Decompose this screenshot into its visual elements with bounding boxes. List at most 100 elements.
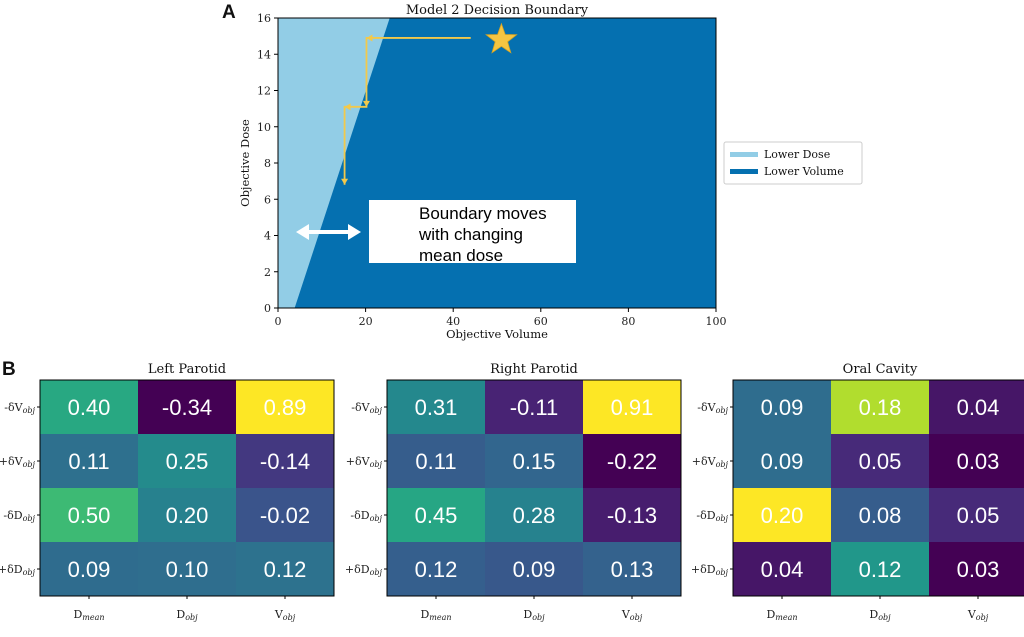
y-tick-label: 4	[264, 230, 271, 243]
heatmap-cell-value: 0.09	[761, 449, 804, 474]
annotation-line-3: mean dose	[419, 246, 503, 265]
heatmap-cell-value: 0.11	[68, 449, 109, 474]
legend-box	[723, 141, 863, 185]
col-label: Dobj	[176, 608, 198, 622]
row-label: -δDobj	[696, 509, 728, 523]
row-label: +δVobj	[346, 455, 383, 469]
col-label: Dmean	[73, 608, 104, 622]
y-axis-label: Objective Dose	[238, 119, 252, 207]
heatmap-cell	[929, 434, 1024, 488]
heatmap-cell-value: 0.09	[761, 395, 804, 420]
y-tick-label: 0	[264, 302, 271, 315]
x-tick-label: 40	[446, 315, 460, 328]
heatmap-cell	[831, 380, 929, 434]
y-tick-label: 12	[257, 85, 271, 98]
heatmap-cell-value: 0.40	[68, 395, 111, 420]
heatmap-cell-value: -0.34	[162, 395, 212, 420]
col-label: Dobj	[869, 608, 891, 622]
x-tick-label: 20	[359, 315, 373, 328]
heatmap-cell	[929, 488, 1024, 542]
path-arrowheads	[341, 34, 373, 185]
legend: Lower Dose Lower Volume	[723, 141, 863, 185]
legend-swatch-lower-dose	[730, 152, 758, 157]
heatmap-cell	[485, 380, 583, 434]
heatmap-cell-value: 0.18	[859, 395, 902, 420]
heatmap-cell-value: 0.03	[957, 449, 1000, 474]
y-tick-label: 8	[264, 157, 271, 170]
path-arrowhead	[341, 178, 349, 185]
row-label: -δDobj	[3, 509, 35, 523]
heatmap-cell	[138, 542, 236, 596]
sensitivity-heatmaps: Left Parotid 0.40 -0.34 0.89 0.11 0.25 -0.14 0.…	[0, 362, 1024, 622]
heatmap-cell-value: 0.08	[859, 503, 902, 528]
row-label: +δVobj	[0, 455, 36, 469]
legend-label-lower-dose: Lower Dose	[764, 148, 830, 161]
heatmap-cell	[831, 488, 929, 542]
heatmap-cell-value: 0.04	[761, 557, 804, 582]
y-tick-label: 14	[257, 48, 271, 61]
heatmap-cell	[733, 434, 831, 488]
heatmap-cell	[387, 434, 485, 488]
heatmap-cell-value: -0.14	[260, 449, 310, 474]
heatmap-cell	[40, 380, 138, 434]
heatmap-cell	[485, 434, 583, 488]
panel-a-label: A	[222, 2, 236, 23]
heatmap-cell-value: -0.02	[260, 503, 310, 528]
row-label: -δVobj	[697, 401, 728, 415]
heatmap-cell-value: 0.20	[761, 503, 804, 528]
heatmap-cell	[733, 488, 831, 542]
heatmap-title: Left Parotid	[148, 362, 226, 377]
x-tick-label: 0	[275, 315, 282, 328]
y-tick-label: 10	[257, 121, 271, 134]
heatmap-cell	[583, 542, 681, 596]
heatmap-cell-value: 0.13	[611, 557, 654, 582]
heatmap-cell-value: 0.45	[415, 503, 458, 528]
heatmap-cell-value: 0.09	[68, 557, 111, 582]
heatmap-cell	[831, 542, 929, 596]
col-label: Dmean	[766, 608, 797, 622]
heatmap-cell-value: -0.22	[607, 449, 657, 474]
chart-a-title: Model 2 Decision Boundary	[406, 3, 589, 18]
annotation-box	[369, 200, 576, 263]
heatmap-cell-value: -0.13	[607, 503, 657, 528]
y-tick-label: 16	[257, 12, 271, 25]
heatmap-cell	[387, 380, 485, 434]
legend-swatch-lower-volume	[730, 169, 758, 174]
heatmap-cell	[831, 434, 929, 488]
panel-b-label: B	[2, 359, 16, 380]
heatmap-cell	[40, 488, 138, 542]
heatmap-cell	[236, 380, 334, 434]
y-tick-label: 6	[264, 193, 271, 206]
heatmap-cell	[236, 488, 334, 542]
x-tick-label: 100	[706, 315, 727, 328]
heatmap-cell-value: 0.15	[513, 449, 556, 474]
heatmap-cell-value: 0.05	[859, 449, 902, 474]
heatmap-cell-value: 0.25	[166, 449, 209, 474]
col-label: Vobj	[621, 608, 643, 622]
heatmap-cell	[583, 434, 681, 488]
y-axis-ticks: 0 2 4 6 8 10 12 14 16	[257, 12, 278, 315]
heatmap-cell	[138, 488, 236, 542]
heatmap-cell	[733, 380, 831, 434]
heatmap-cell-value: 0.20	[166, 503, 209, 528]
heatmap-3: Oral Cavity 0.09 0.18 0.04 0.09 0.05 0.03 0.20 0…	[691, 362, 1024, 622]
heatmap-cell-value: 0.12	[859, 557, 902, 582]
heatmap-cell-value: 0.12	[264, 557, 307, 582]
heatmap-cell	[485, 488, 583, 542]
path-arrowhead	[362, 100, 370, 107]
heatmap-cell	[387, 542, 485, 596]
col-label: Dobj	[523, 608, 545, 622]
heatmap-cell-value: 0.10	[166, 557, 209, 582]
x-axis-ticks: 0 20 40 60 80 100	[275, 308, 727, 328]
heatmap-cell-value: 0.50	[68, 503, 111, 528]
heatmap-cell	[138, 434, 236, 488]
heatmap-2: Right Parotid 0.31 -0.11 0.91 0.11 0.15 -0.22 0…	[345, 362, 682, 622]
star-marker-icon	[485, 22, 518, 54]
y-tick-label: 2	[264, 266, 271, 279]
row-label: +δDobj	[0, 563, 36, 577]
decision-boundary-chart: Model 2 Decision Boundary 0246810121416 …	[238, 3, 863, 341]
double-arrow-icon	[296, 224, 361, 240]
heatmap-cell	[387, 488, 485, 542]
row-label: -δVobj	[4, 401, 35, 415]
